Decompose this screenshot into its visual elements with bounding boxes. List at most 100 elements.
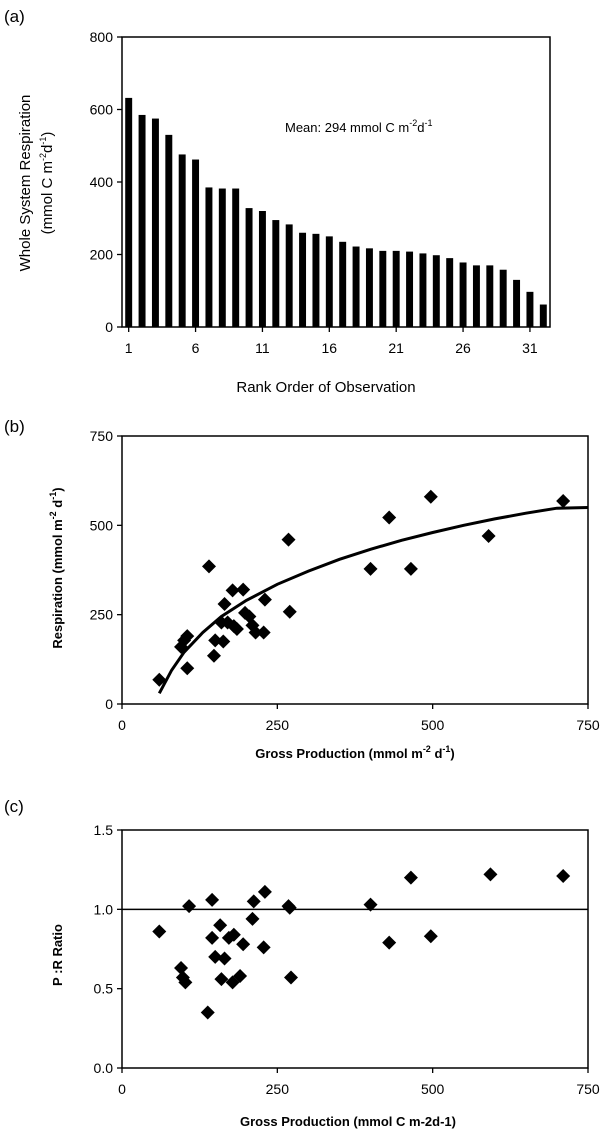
panel-b-data-point — [152, 672, 167, 687]
panel-b-data-point — [208, 633, 223, 648]
panel-b-respiration-scatter: (b) Respiration (mmol m-2 d-1) Gross Pro… — [4, 417, 600, 761]
panel-c-data-point — [236, 937, 251, 952]
panel-c-xtick-label: 250 — [266, 1081, 290, 1097]
panel-a-xtick-label: 6 — [192, 340, 200, 356]
panel-a-bar — [459, 262, 467, 327]
panel-c-data-point — [246, 894, 261, 909]
panel-a-bar — [205, 187, 213, 327]
panel-b-data-point — [225, 583, 240, 598]
panel-a-plot-frame — [121, 36, 551, 328]
panel-b-label: (b) — [4, 417, 25, 436]
panel-a-bar — [258, 211, 266, 327]
panel-a-bar — [138, 114, 146, 327]
panel-c-data-point — [174, 961, 189, 976]
panel-a-bar — [245, 208, 253, 327]
panel-b-data-point — [423, 489, 438, 504]
panel-b-data-point — [257, 592, 272, 607]
panel-a-ylabel-line1: Whole System Respiration — [17, 95, 34, 272]
panel-a-bar — [539, 304, 547, 327]
panel-b-ytick-label: 500 — [90, 517, 114, 533]
panel-c-data-point — [483, 867, 498, 882]
panel-a-bar — [406, 251, 414, 327]
panel-a-xtick-label: 16 — [322, 340, 338, 356]
panel-a-xlabel: Rank Order of Observation — [236, 379, 415, 396]
panel-a-xtick-label: 11 — [255, 340, 270, 356]
panel-a-ytick-label: 400 — [90, 174, 114, 190]
panel-a-xtick-label: 21 — [388, 340, 404, 356]
panel-a-bar — [365, 248, 373, 327]
panel-a-bar — [272, 220, 280, 327]
panel-c-ytick-label: 1.0 — [94, 901, 114, 917]
panel-a-bar — [526, 291, 534, 327]
panel-c-data-point — [200, 1005, 215, 1020]
panel-b-data-point — [256, 625, 271, 640]
panel-b-xtick-label: 500 — [421, 717, 445, 733]
panel-b-ytick-label: 750 — [90, 428, 114, 444]
panel-b-data-point — [281, 532, 296, 547]
panel-b-xtick-label: 0 — [118, 717, 126, 733]
panel-c-label: (c) — [4, 797, 24, 816]
panel-c-data-point — [382, 935, 397, 950]
panel-b-ylabel: Respiration (mmol m-2 d-1) — [48, 487, 65, 648]
panel-a-bar — [125, 97, 133, 328]
panel-b-xtick-label: 750 — [576, 717, 600, 733]
panel-b-xtick-label: 250 — [266, 717, 290, 733]
panel-c-xlabel: Gross Production (mmol C m-2d-1) — [240, 1114, 456, 1129]
panel-b-data-point — [217, 596, 232, 611]
panel-c-data-point — [282, 900, 297, 915]
panel-b-data-point — [206, 648, 221, 663]
panel-a-xtick-label: 31 — [522, 340, 538, 356]
panel-a-bar — [446, 258, 454, 327]
panel-c-data-point — [233, 968, 248, 983]
panel-a-bar — [432, 255, 440, 327]
panel-a-bar — [352, 246, 360, 327]
panel-c-data-point — [205, 930, 220, 945]
panel-b-data-point — [180, 629, 195, 644]
panel-a-ytick-label: 0 — [105, 319, 113, 335]
panel-a-bar — [232, 188, 240, 327]
panel-a-mean-annotation: Mean: 294 mmol C m-2d-1 — [285, 118, 433, 135]
panel-a-label: (a) — [4, 7, 25, 26]
panel-c-xtick-label: 500 — [421, 1081, 445, 1097]
panel-c-data-point — [214, 972, 229, 987]
panel-c-data-point — [403, 870, 418, 885]
panel-a-bar — [299, 232, 307, 327]
panel-c-xtick-label: 750 — [576, 1081, 600, 1097]
panel-c-data-point — [182, 899, 197, 914]
panel-c-data-point — [152, 924, 167, 939]
panel-b-data-point — [382, 510, 397, 525]
panel-c-data-point — [213, 918, 228, 933]
panel-b-data-point — [201, 559, 216, 574]
panel-a-bar — [499, 269, 507, 327]
panel-a-bar — [339, 241, 347, 327]
panel-b-data-point — [216, 634, 231, 649]
panel-c-ytick-label: 1.5 — [94, 822, 114, 838]
panel-c-data-point — [245, 911, 260, 926]
panel-b-xlabel: Gross Production (mmol m-2 d-1) — [255, 744, 455, 761]
panel-c-data-point — [208, 949, 223, 964]
panel-b-data-point — [180, 661, 195, 676]
panel-b-data-point — [363, 561, 378, 576]
panel-b-data-point — [229, 621, 244, 636]
panel-b-data-point — [481, 529, 496, 544]
panel-b-fit-curve — [157, 506, 589, 695]
panel-a-ylabel-line2: (mmol C m-2d-1) — [38, 132, 56, 235]
panel-a-bar — [379, 250, 387, 327]
panel-a-bar — [218, 188, 226, 327]
panel-c-data-point — [363, 897, 378, 912]
panel-b-data-point — [403, 561, 418, 576]
panel-c-data-point — [257, 884, 272, 899]
panel-b-ytick-label: 0 — [105, 696, 113, 712]
panel-c-data-point — [284, 970, 299, 985]
panel-a-bar — [513, 279, 521, 327]
panel-a-bar — [325, 236, 333, 327]
panel-c-ytick-label: 0.5 — [94, 981, 114, 997]
panel-a-ytick-label: 600 — [90, 102, 114, 118]
panel-c-pr-ratio-scatter: (c) P :R Ratio Gross Production (mmol C … — [4, 797, 600, 1129]
panel-a-ytick-label: 200 — [90, 247, 114, 263]
panel-c-data-point — [423, 929, 438, 944]
panel-b-data-point — [245, 618, 260, 633]
panel-c-xtick-label: 0 — [118, 1081, 126, 1097]
panel-c-ytick-label: 0.0 — [94, 1060, 114, 1076]
panel-a-bar — [151, 118, 159, 327]
